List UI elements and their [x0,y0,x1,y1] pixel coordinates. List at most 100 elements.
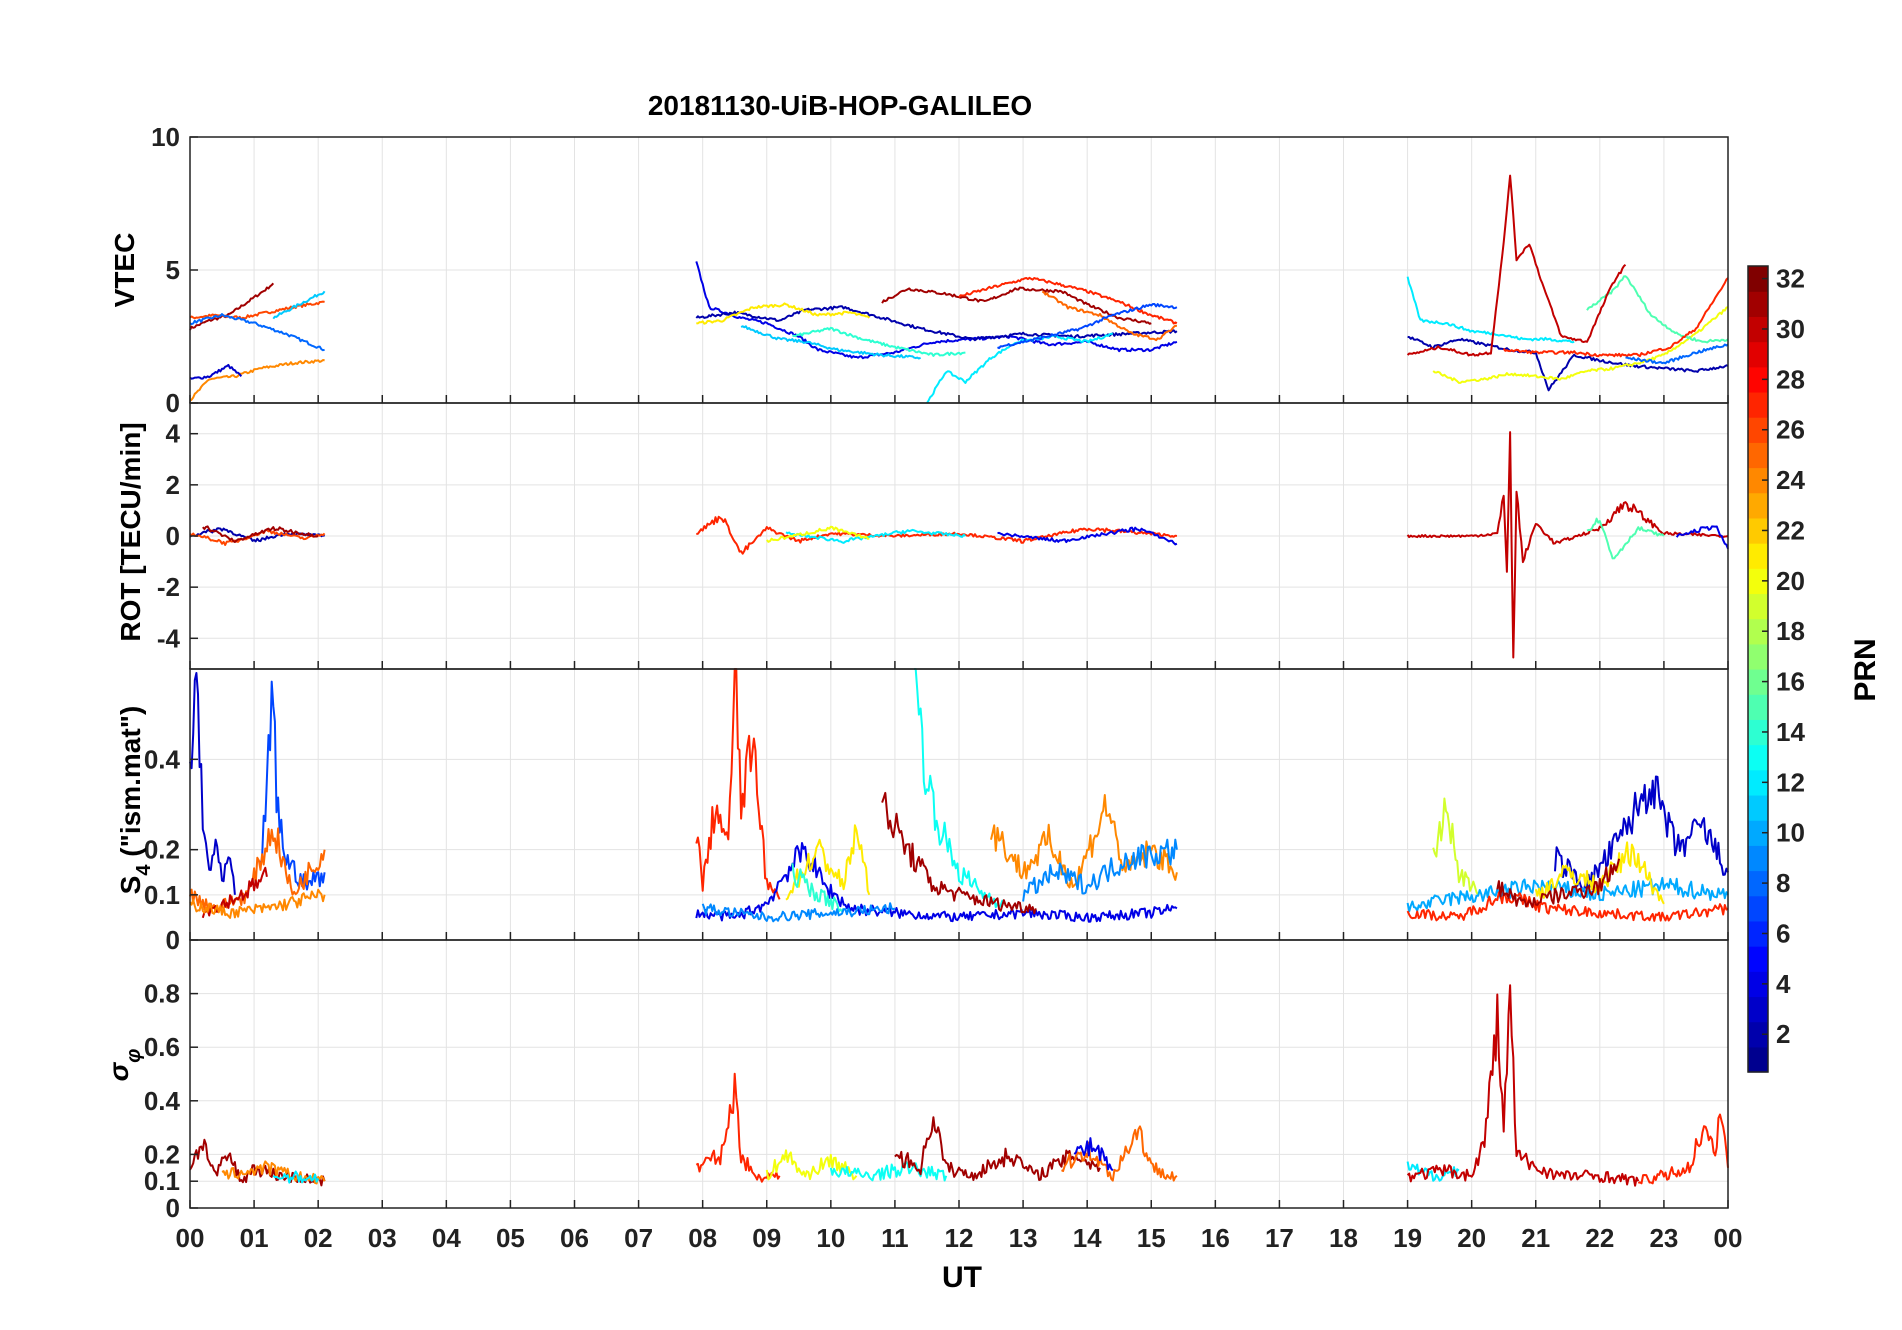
colorbar-tick-label: 22 [1776,515,1805,545]
colorbar-swatch [1748,593,1768,620]
colorbar-swatch [1748,417,1768,443]
vtec-series-prn-2 [695,305,1178,342]
s4-series-prn-31 [881,791,1037,915]
s4-series-prn-13 [914,668,1005,909]
s4-axis-label: S4 ("ism.mat") [115,706,155,895]
sigma_phi-y-tick-label: 0 [166,1193,180,1223]
vtec-series-prn-25 [1041,290,1178,342]
s4-series-prn-21 [1534,841,1665,905]
vtec-series-prn-31 [881,286,1152,325]
sigma_phi-y-tick-label: 0.2 [144,1139,180,1169]
sigma-phi-axis-label-symbol: σ [103,1061,134,1081]
sigma_phi-series-prn-27 [695,1072,781,1183]
colorbar-swatch [1748,391,1768,418]
x-tick-label: 22 [1585,1223,1614,1253]
x-tick-label: 06 [560,1223,589,1253]
x-axis-label: UT [942,1261,982,1294]
x-tick-label: 11 [881,1223,909,1253]
vtec-series-prn-7 [997,303,1178,350]
s4-y-tick-label: 0 [166,925,180,955]
rot-series-prn-4 [1675,525,1729,550]
colorbar-tick-label: 20 [1776,566,1805,596]
x-tick-label: 19 [1393,1223,1422,1253]
sigma_phi-series-prn-20 [765,1149,858,1181]
colorbar-tick-label: 30 [1776,314,1805,344]
vtec-series-prn-21 [696,302,870,325]
sigma_phi-series-prn-12 [272,1170,320,1184]
vtec-series-prn-31 [189,282,275,331]
colorbar-tick-label: 26 [1776,415,1805,445]
x-tick-label: 12 [945,1223,974,1253]
colorbar-swatch [1748,341,1768,368]
vtec-y-tick-label: 10 [151,122,180,152]
colorbar-swatch [1748,543,1768,569]
colorbar-tick-label: 16 [1776,667,1805,697]
vtec-axis-label: VTEC [109,233,140,308]
rot-y-tick-label: -2 [157,572,180,602]
x-tick-label: 21 [1521,1223,1550,1253]
sigma-phi-axis-label-subscript: φ [123,1049,145,1063]
rot-y-tick-label: 2 [166,470,180,500]
vtec-series-prn-24 [189,359,325,402]
colorbar-swatch [1748,1046,1768,1073]
chart-title: 20181130-UiB-HOP-GALILEO [648,90,1032,121]
colorbar-swatch [1748,291,1768,317]
vtec-series-prn-4 [695,261,1178,360]
colorbar-swatch [1748,618,1768,645]
rot-series-prn-4 [997,526,1178,546]
colorbar-tick-label: 32 [1776,264,1805,294]
s4-series-prn-3 [189,672,236,895]
x-tick-label: 20 [1457,1223,1486,1253]
sigma_phi-series-prn-4 [1073,1137,1114,1172]
sigma-phi-axis-label: σφ [103,1049,145,1082]
colorbar-swatch [1748,769,1768,796]
vtec-series-prn-2 [1407,335,1729,392]
s4-series-prn-19 [1432,797,1479,896]
vtec-series-prn-27 [958,276,1178,325]
vtec-series-prn-30 [1406,174,1627,357]
colorbar-swatch [1748,996,1768,1023]
colorbar-swatch [1748,669,1768,695]
colorbar-swatch [1748,820,1768,846]
sigma_phi-series-prn-31 [894,1116,1101,1181]
x-tick-label: 23 [1649,1223,1678,1253]
sigma_phi-series-prn-13 [829,1160,948,1182]
s4-series-prn-7 [259,680,326,891]
s4-y-tick-label: 0.1 [144,880,180,910]
colorbar-tick-label: 4 [1776,969,1791,999]
colorbar-swatch [1748,643,1768,670]
colorbar-label: PRN [1849,638,1882,701]
s4-series-prn-27 [695,668,781,900]
vtec-series-prn-8 [1625,343,1729,365]
rot-axis-label: ROT [TECU/min] [115,422,146,641]
colorbar-tick-label: 24 [1776,465,1805,495]
x-tick-label: 01 [240,1223,269,1253]
sigma_phi-y-tick-label: 0.6 [144,1032,180,1062]
rot-series-prn-31 [202,525,319,543]
colorbar-swatch [1748,946,1768,972]
x-tick-label: 17 [1265,1223,1294,1253]
x-tick-label: 00 [1714,1223,1743,1253]
s4-series-prn-24 [990,794,1178,889]
colorbar-swatch [1748,744,1768,771]
colorbar-tick-label: 2 [1776,1019,1790,1049]
colorbar-tick-label: 6 [1776,918,1790,948]
s4-series-prn-4 [695,842,1178,923]
s4-series-prn-24 [189,888,326,919]
rot-series-prn-20 [766,525,870,543]
colorbar-swatch [1748,895,1768,922]
s4-series-prn-21 [785,824,871,901]
rot-series-prn-12 [785,528,967,544]
vtec-series-prn-26 [189,300,325,321]
x-tick-label: 00 [176,1223,205,1253]
x-tick-label: 16 [1201,1223,1230,1253]
colorbar-swatch [1748,517,1768,544]
x-tick-label: 04 [432,1223,461,1253]
colorbar-swatch [1748,694,1768,720]
colorbar-frame [1747,265,1769,1073]
sigma_phi-series-prn-30 [1406,984,1640,1187]
colorbar-swatch [1748,845,1768,872]
colorbar-tick-label: 12 [1776,767,1805,797]
